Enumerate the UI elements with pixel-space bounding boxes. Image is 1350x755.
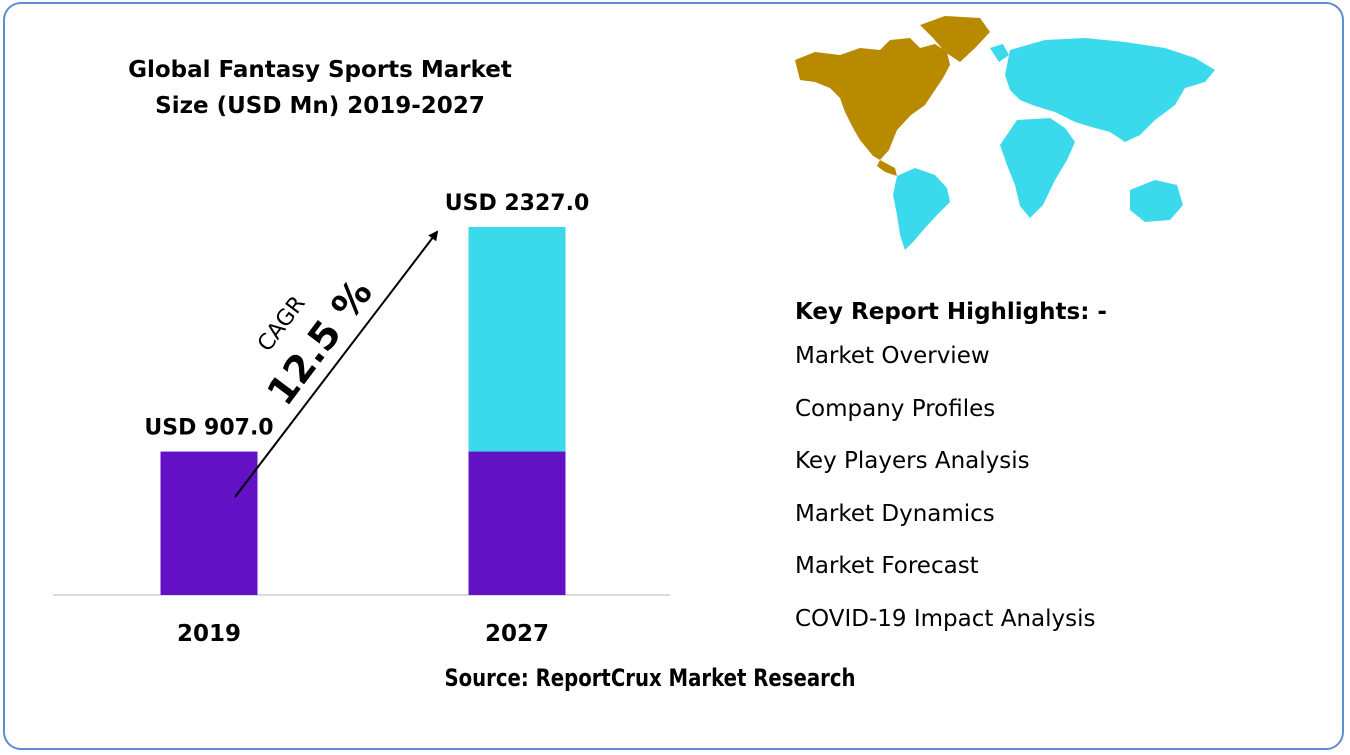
highlight-item: Company Profiles — [795, 395, 996, 422]
cagr-arrow — [234, 230, 439, 498]
bar-base-2019 — [160, 451, 258, 595]
chart-title: Global Fantasy Sports Market Size (USD M… — [120, 52, 520, 124]
highlights-list: Market Overview Company Profiles Key Pla… — [795, 338, 1315, 654]
north-america-shape — [795, 16, 990, 176]
bar-base-2027 — [468, 451, 566, 595]
highlight-item: COVID-19 Impact Analysis — [795, 605, 1096, 632]
chart-title-line-2: Size (USD Mn) 2019-2027 — [155, 93, 485, 119]
bar-growth-2027 — [468, 227, 566, 452]
highlight-item: Market Forecast — [795, 553, 979, 580]
highlights-panel: Key Report Highlights: - Market Overview… — [795, 292, 1315, 654]
source-note: Source: ReportCrux Market Research — [444, 664, 856, 692]
value-label-2019: USD 907.0 — [144, 416, 273, 441]
highlight-item: Market Overview — [795, 343, 990, 369]
tick-label-2027: 2027 — [485, 621, 549, 647]
world-map-icon — [795, 16, 1215, 250]
chart-title-line-1: Global Fantasy Sports Market — [128, 57, 512, 83]
highlight-item: Market Dynamics — [795, 500, 995, 527]
rest-of-world-shape — [893, 38, 1215, 250]
tick-label-2019: 2019 — [177, 621, 241, 647]
value-label-2027: USD 2327.0 — [445, 191, 590, 216]
highlights-title: Key Report Highlights: - — [795, 299, 1107, 325]
highlight-item: Key Players Analysis — [795, 448, 1030, 475]
